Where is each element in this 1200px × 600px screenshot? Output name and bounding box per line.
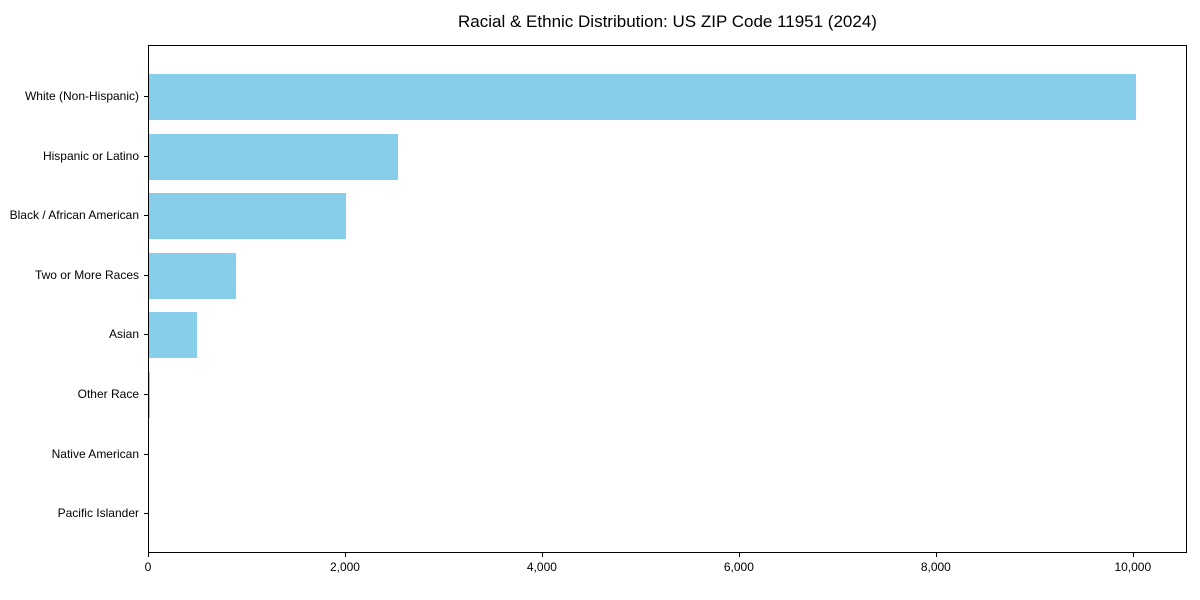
- y-tick-mark: [144, 334, 148, 336]
- bar-two-or-more-races: [149, 252, 236, 299]
- x-tick-mark: [148, 553, 149, 557]
- x-tick-label-0: 0: [144, 560, 152, 574]
- plot-area: [148, 45, 1187, 553]
- y-tick-label-two-or-more-races: Two or More Races: [34, 267, 139, 282]
- x-tick-mark: [344, 553, 346, 557]
- x-tick-mark: [738, 553, 740, 557]
- y-tick-label-other-race: Other Race: [77, 387, 139, 401]
- chart-title: Racial & Ethnic Distribution: US ZIP Cod…: [458, 12, 877, 31]
- x-tick-label-4000: 4,000: [526, 560, 557, 574]
- y-tick-label-hispanic-or-latino: Hispanic or Latino: [42, 148, 139, 163]
- y-tick-mark: [144, 394, 148, 395]
- y-tick-mark: [144, 215, 148, 217]
- x-tick-mark: [1132, 553, 1134, 557]
- y-tick-mark: [144, 453, 148, 455]
- bar-asian: [149, 312, 197, 359]
- bar-black-african-american: [149, 193, 346, 240]
- bar-other-race: [149, 372, 150, 418]
- bar-hispanic-or-latino: [149, 133, 398, 180]
- x-tick-label-6000: 6,000: [723, 560, 754, 574]
- y-tick-mark: [144, 155, 148, 157]
- y-tick-mark: [144, 96, 148, 97]
- y-tick-label-white-non-hispanic: White (Non-Hispanic): [24, 89, 139, 103]
- x-tick-label-8000: 8,000: [920, 560, 951, 574]
- x-tick-label-10000: 10,000: [1114, 560, 1152, 574]
- y-tick-label-asian: Asian: [108, 327, 139, 342]
- y-tick-label-native-american: Native American: [51, 446, 139, 461]
- y-tick-mark: [144, 274, 148, 276]
- y-tick-label-pacific-islander: Pacific Islander: [57, 506, 139, 521]
- bar-white-non-hispanic: [149, 74, 1136, 120]
- x-tick-mark: [541, 553, 543, 557]
- x-tick-mark: [935, 553, 937, 557]
- y-tick-label-black-african-american: Black / African American: [9, 208, 139, 223]
- x-tick-label-2000: 2,000: [329, 560, 360, 574]
- y-tick-mark: [144, 513, 148, 515]
